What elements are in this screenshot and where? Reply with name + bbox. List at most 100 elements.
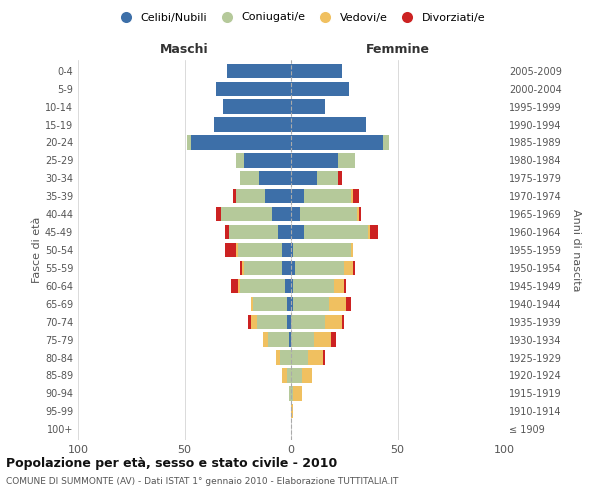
Bar	[329, 296, 346, 311]
Bar	[314, 332, 331, 347]
Bar	[287, 368, 291, 382]
Bar	[276, 350, 280, 364]
Bar	[338, 171, 342, 186]
Y-axis label: Anni di nascita: Anni di nascita	[571, 209, 581, 291]
Bar	[353, 261, 355, 275]
Bar	[240, 261, 242, 275]
Bar	[251, 314, 257, 329]
Bar	[304, 225, 368, 239]
Bar	[293, 243, 350, 257]
Bar	[293, 278, 334, 293]
Bar	[350, 243, 353, 257]
Bar	[214, 118, 291, 132]
Bar	[291, 243, 293, 257]
Text: COMUNE DI SUMMONTE (AV) - Dati ISTAT 1° gennaio 2010 - Elaborazione TUTTITALIA.I: COMUNE DI SUMMONTE (AV) - Dati ISTAT 1° …	[6, 478, 398, 486]
Bar	[370, 225, 379, 239]
Bar	[221, 207, 272, 222]
Bar	[289, 332, 291, 347]
Bar	[244, 261, 283, 275]
Bar	[304, 189, 350, 204]
Bar	[251, 296, 253, 311]
Bar	[350, 189, 353, 204]
Bar	[325, 314, 342, 329]
Bar	[291, 100, 325, 114]
Bar	[291, 296, 293, 311]
Bar	[334, 278, 344, 293]
Bar	[238, 278, 240, 293]
Bar	[248, 314, 251, 329]
Bar	[293, 296, 329, 311]
Bar	[368, 225, 370, 239]
Bar	[287, 296, 291, 311]
Bar	[284, 278, 291, 293]
Bar	[191, 136, 291, 149]
Bar	[317, 171, 338, 186]
Bar	[291, 314, 325, 329]
Bar	[283, 261, 291, 275]
Bar	[359, 207, 361, 222]
Bar	[291, 386, 293, 400]
Bar	[299, 207, 357, 222]
Bar	[225, 225, 229, 239]
Bar	[233, 189, 236, 204]
Bar	[289, 386, 291, 400]
Bar	[283, 368, 287, 382]
Bar	[236, 153, 244, 168]
Y-axis label: Fasce di età: Fasce di età	[32, 217, 42, 283]
Legend: Celibi/Nubili, Coniugati/e, Vedovi/e, Divorziati/e: Celibi/Nubili, Coniugati/e, Vedovi/e, Di…	[110, 8, 490, 27]
Bar	[295, 261, 344, 275]
Bar	[291, 278, 293, 293]
Bar	[357, 207, 359, 222]
Bar	[302, 368, 312, 382]
Bar	[232, 278, 238, 293]
Bar	[308, 350, 323, 364]
Bar	[268, 332, 289, 347]
Bar	[291, 153, 338, 168]
Bar	[187, 136, 191, 149]
Bar	[259, 171, 291, 186]
Bar	[244, 153, 291, 168]
Bar	[331, 332, 336, 347]
Bar	[291, 189, 304, 204]
Bar	[272, 207, 291, 222]
Bar	[346, 296, 350, 311]
Bar	[291, 82, 349, 96]
Bar	[278, 225, 291, 239]
Bar	[225, 243, 236, 257]
Bar	[280, 350, 291, 364]
Bar	[287, 314, 291, 329]
Bar	[283, 243, 291, 257]
Bar	[353, 189, 359, 204]
Bar	[291, 332, 314, 347]
Bar	[338, 153, 355, 168]
Bar	[238, 243, 283, 257]
Bar	[236, 189, 265, 204]
Bar	[291, 350, 308, 364]
Bar	[291, 368, 302, 382]
Bar	[344, 261, 353, 275]
Bar	[291, 404, 293, 418]
Bar	[323, 350, 325, 364]
Text: Popolazione per età, sesso e stato civile - 2010: Popolazione per età, sesso e stato civil…	[6, 458, 337, 470]
Bar	[291, 118, 365, 132]
Bar	[257, 314, 287, 329]
Bar	[291, 64, 342, 78]
Bar	[265, 189, 291, 204]
Bar	[291, 261, 295, 275]
Bar	[291, 136, 383, 149]
Bar	[291, 225, 304, 239]
Bar	[293, 386, 302, 400]
Bar	[344, 278, 346, 293]
Bar	[227, 64, 291, 78]
Text: Femmine: Femmine	[365, 43, 430, 56]
Bar	[240, 278, 284, 293]
Bar	[253, 296, 287, 311]
Bar	[383, 136, 389, 149]
Bar	[263, 332, 268, 347]
Bar	[223, 100, 291, 114]
Bar	[291, 207, 299, 222]
Bar	[291, 171, 317, 186]
Bar	[217, 82, 291, 96]
Bar	[217, 207, 221, 222]
Bar	[242, 261, 244, 275]
